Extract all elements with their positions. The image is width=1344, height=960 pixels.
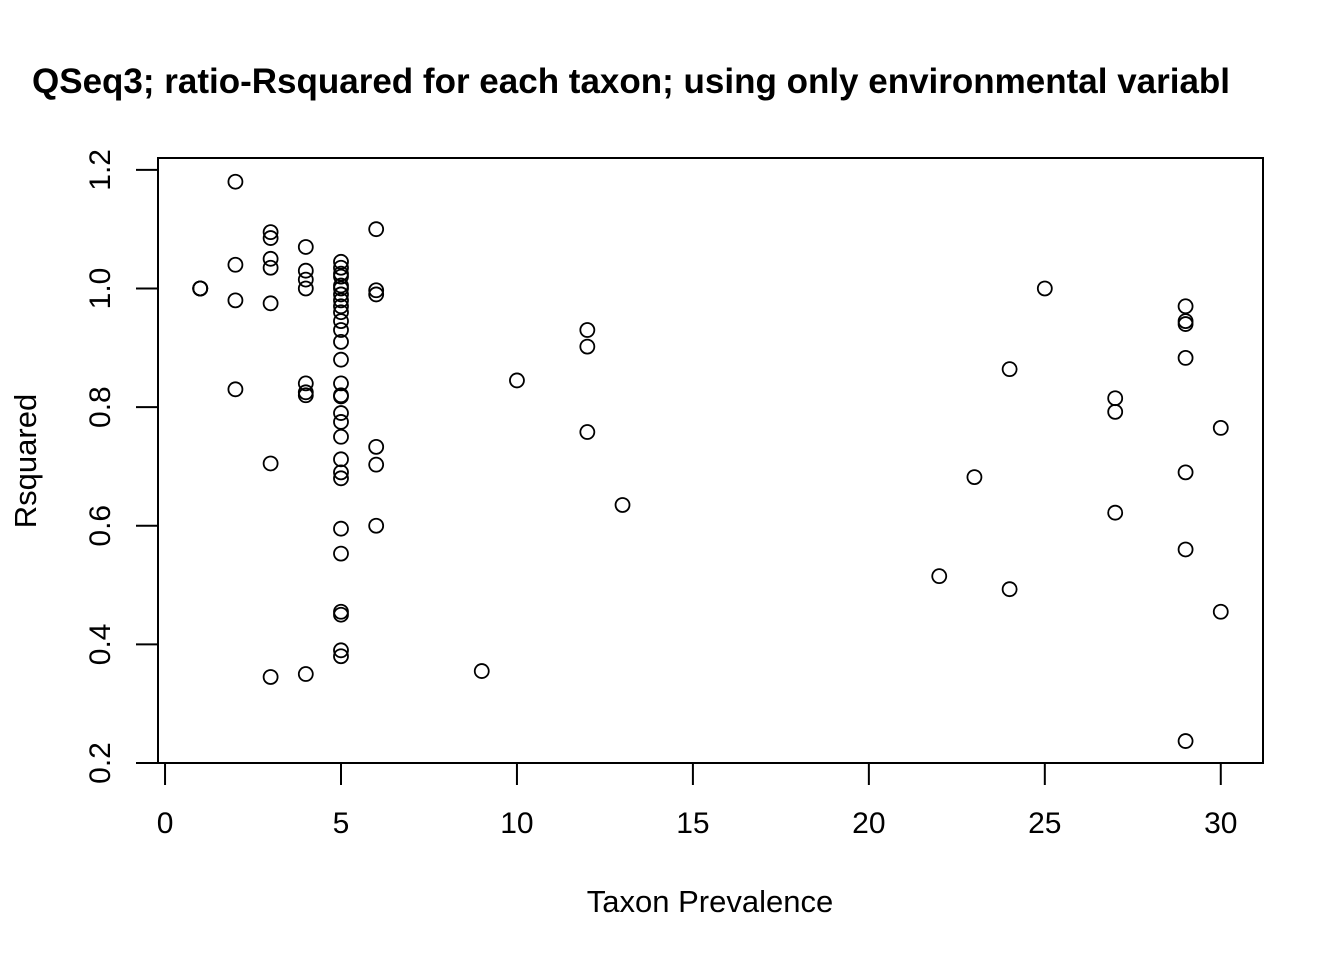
y-tick-label: 0.4 — [84, 624, 117, 666]
data-point — [1212, 603, 1229, 620]
data-point — [333, 388, 349, 405]
data-point — [333, 428, 349, 445]
data-points — [192, 173, 1229, 749]
data-point — [333, 520, 349, 537]
data-point — [1107, 403, 1124, 420]
chart-title: QSeq3; ratio-Rsquared for each taxon; us… — [32, 62, 1230, 101]
data-point — [614, 497, 631, 513]
data-point — [297, 280, 314, 297]
data-point — [368, 221, 385, 238]
x-tick-label: 25 — [1028, 807, 1061, 840]
data-point — [297, 387, 314, 404]
data-point — [1212, 419, 1229, 436]
data-point — [333, 545, 349, 562]
plot-frame — [157, 157, 1264, 764]
y-tick-label: 1.2 — [84, 149, 117, 191]
data-point — [333, 259, 349, 276]
data-point — [1107, 390, 1124, 407]
data-point — [333, 606, 349, 623]
data-point — [579, 338, 596, 355]
x-axis: 0 5 10 15 20 25 30 — [157, 762, 1237, 840]
data-point — [931, 568, 948, 585]
data-point — [262, 259, 279, 276]
data-point — [262, 455, 279, 472]
x-tick-label: 20 — [852, 807, 885, 840]
data-point — [509, 372, 525, 389]
y-tick-label: 1.0 — [84, 268, 117, 310]
data-point — [297, 666, 314, 682]
data-point — [262, 224, 279, 241]
x-axis-label: Taxon Prevalence — [587, 884, 833, 919]
data-point — [297, 375, 314, 392]
data-point — [1177, 349, 1194, 366]
data-point — [333, 351, 349, 368]
data-point — [368, 456, 385, 473]
x-tick-label: 30 — [1204, 807, 1237, 840]
data-point — [579, 322, 596, 338]
data-point — [262, 295, 279, 312]
data-point — [1036, 280, 1053, 297]
y-tick-label: 0.6 — [84, 505, 117, 547]
x-tick-label: 0 — [157, 807, 174, 840]
data-point — [1177, 733, 1194, 749]
data-point — [227, 292, 244, 309]
data-point — [333, 414, 349, 430]
data-point — [333, 286, 349, 303]
data-point — [368, 286, 385, 303]
data-point — [227, 173, 244, 190]
y-axis-label: Rsquared — [8, 394, 43, 528]
data-point — [333, 313, 349, 330]
y-tick-label: 0.2 — [84, 742, 117, 784]
y-tick-label: 0.8 — [84, 386, 117, 428]
data-point — [1177, 316, 1194, 332]
data-point — [262, 669, 279, 685]
data-point — [333, 268, 349, 285]
data-point — [1107, 504, 1124, 521]
data-point — [579, 424, 596, 440]
data-point — [333, 642, 349, 659]
data-point — [333, 292, 349, 309]
data-point — [262, 230, 279, 246]
data-point — [966, 469, 983, 486]
data-point — [368, 438, 385, 455]
data-point — [333, 405, 349, 421]
y-axis: 0.2 0.4 0.6 0.8 1.0 1.2 — [84, 149, 159, 784]
data-point — [192, 280, 209, 297]
x-tick-label: 15 — [676, 807, 709, 840]
data-point — [473, 663, 490, 679]
data-point — [333, 464, 349, 481]
data-point — [333, 322, 349, 338]
data-point — [227, 381, 244, 398]
data-point — [1177, 464, 1194, 481]
data-point — [368, 282, 385, 299]
data-point — [1177, 298, 1194, 315]
data-point — [297, 271, 314, 288]
data-point — [1177, 541, 1194, 558]
data-point — [333, 470, 349, 487]
data-point — [333, 451, 349, 468]
data-point — [297, 239, 314, 255]
data-point — [333, 304, 349, 321]
data-point — [333, 280, 349, 297]
data-point — [368, 517, 385, 534]
data-point — [297, 262, 314, 279]
data-point — [227, 256, 244, 273]
data-point — [1001, 361, 1018, 378]
x-tick-label: 5 — [333, 807, 350, 840]
data-point — [333, 333, 349, 350]
data-point — [333, 375, 349, 392]
x-tick-label: 10 — [500, 807, 533, 840]
data-point — [333, 648, 349, 665]
data-point — [262, 250, 279, 267]
data-point — [1001, 581, 1018, 598]
